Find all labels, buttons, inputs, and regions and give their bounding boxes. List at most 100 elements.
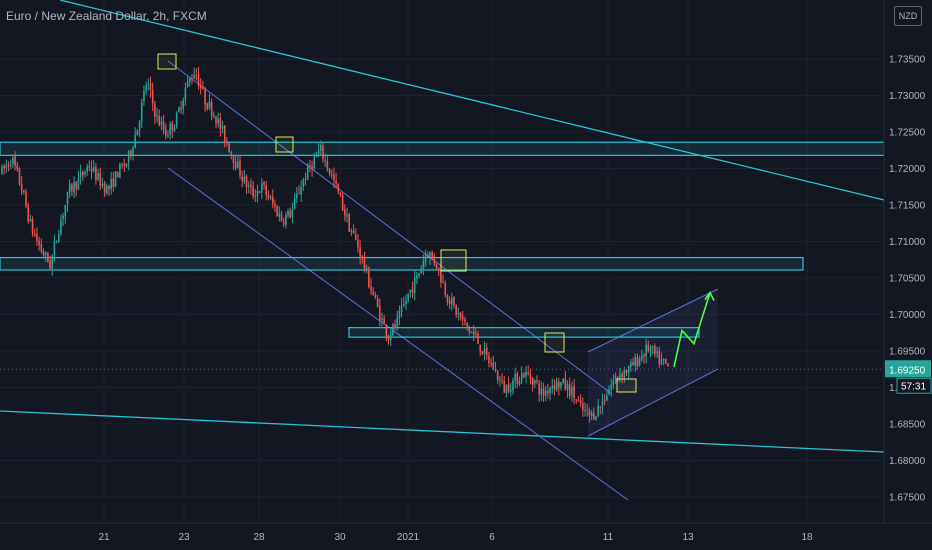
candle-body	[433, 256, 436, 264]
candle-body	[315, 155, 318, 158]
candle-body	[571, 386, 573, 397]
bar-countdown-label: 57:31	[901, 381, 926, 392]
candle-body	[586, 409, 589, 411]
candle-body	[597, 405, 599, 416]
candle-body	[396, 317, 399, 328]
candle-body	[103, 183, 106, 193]
candle-body	[202, 87, 204, 89]
candle-body	[136, 129, 139, 136]
candle-body	[156, 115, 158, 117]
candle-body	[68, 184, 71, 193]
candle-body	[488, 355, 490, 364]
time-tick-label: 21	[98, 532, 110, 543]
candle-body	[643, 354, 645, 357]
candle-body	[64, 204, 67, 217]
candle-body	[667, 363, 669, 366]
candle-body	[451, 298, 453, 305]
candle-body	[132, 147, 134, 156]
candle-body	[407, 293, 409, 301]
candle-body	[394, 324, 396, 328]
candle-body	[455, 305, 457, 315]
candle-body	[549, 387, 551, 394]
price-axis[interactable]: 1.675001.680001.685001.690001.695001.700…	[883, 0, 932, 550]
candle-body	[79, 172, 82, 178]
candle-body	[180, 107, 182, 110]
candle-body	[411, 288, 414, 293]
candle-body	[219, 117, 222, 129]
candle-body	[29, 218, 32, 221]
price-tick-label: 1.73000	[889, 91, 926, 102]
candle-body	[525, 371, 527, 377]
candle-body	[335, 180, 337, 184]
candle-body	[402, 303, 405, 306]
candle-body	[291, 208, 294, 217]
candle-body	[560, 382, 562, 388]
candle-body	[544, 391, 547, 396]
candle-body	[330, 173, 333, 175]
candle-body	[151, 89, 154, 104]
candle-body	[582, 403, 584, 411]
candle-body	[464, 319, 466, 322]
candle-body	[252, 186, 254, 197]
time-tick-label: 30	[334, 532, 346, 543]
highlight-box	[275, 136, 294, 153]
candle-body	[577, 400, 580, 402]
candle-body	[38, 240, 40, 246]
candle-body	[49, 260, 51, 269]
candle-body	[213, 115, 215, 117]
candle-body	[599, 406, 602, 408]
time-tick-label: 6	[489, 532, 495, 543]
candle-body	[492, 362, 495, 370]
candle-body	[610, 384, 613, 390]
candle-body	[304, 179, 307, 181]
candle-body	[333, 174, 335, 181]
candle-body	[62, 215, 64, 219]
candle-body	[298, 193, 300, 195]
candle-body	[250, 184, 252, 187]
candle-body	[352, 230, 355, 234]
candle-body	[660, 359, 663, 364]
candle-body	[16, 164, 19, 170]
candle-body	[483, 348, 486, 354]
candle-body	[164, 129, 167, 136]
candle-body	[278, 213, 281, 217]
candle-body	[363, 257, 366, 270]
candle-body	[507, 384, 510, 392]
candle-body	[354, 234, 357, 240]
candle-body	[20, 183, 23, 191]
candle-body	[630, 362, 632, 367]
chart-title: Euro / New Zealand Dollar, 2h, FXCM	[6, 9, 207, 23]
candle-body	[282, 221, 285, 225]
time-axis[interactable]: 21 23 28 30 2021 6 11 13 18	[0, 522, 932, 550]
candle-body	[503, 381, 506, 393]
highlight-box	[544, 332, 565, 353]
candle-body	[339, 192, 342, 196]
candle-body	[77, 177, 80, 190]
candle-body	[309, 164, 311, 167]
candle-body	[536, 380, 538, 383]
price-tick-label: 1.67500	[889, 493, 926, 504]
candle-body	[614, 376, 617, 380]
candle-body	[241, 176, 243, 182]
price-tick-label: 1.69500	[889, 347, 926, 358]
candle-body	[564, 378, 567, 390]
candle-body	[1, 166, 3, 174]
candle-body	[247, 185, 250, 187]
candle-body	[193, 75, 195, 79]
currency-badge[interactable]: NZD	[894, 6, 922, 26]
candle-body	[234, 162, 237, 169]
candle-body	[429, 252, 431, 258]
candle-body	[75, 181, 78, 189]
candle-body	[416, 274, 418, 279]
candle-body	[106, 185, 108, 194]
candle-body	[413, 277, 416, 293]
candle-body	[527, 372, 530, 375]
candle-body	[621, 373, 623, 377]
candle-body	[654, 345, 656, 354]
candle-body	[662, 359, 665, 361]
candle-body	[27, 205, 30, 222]
candle-body	[588, 410, 591, 416]
candle-body	[261, 183, 263, 193]
candle-body	[112, 178, 115, 187]
